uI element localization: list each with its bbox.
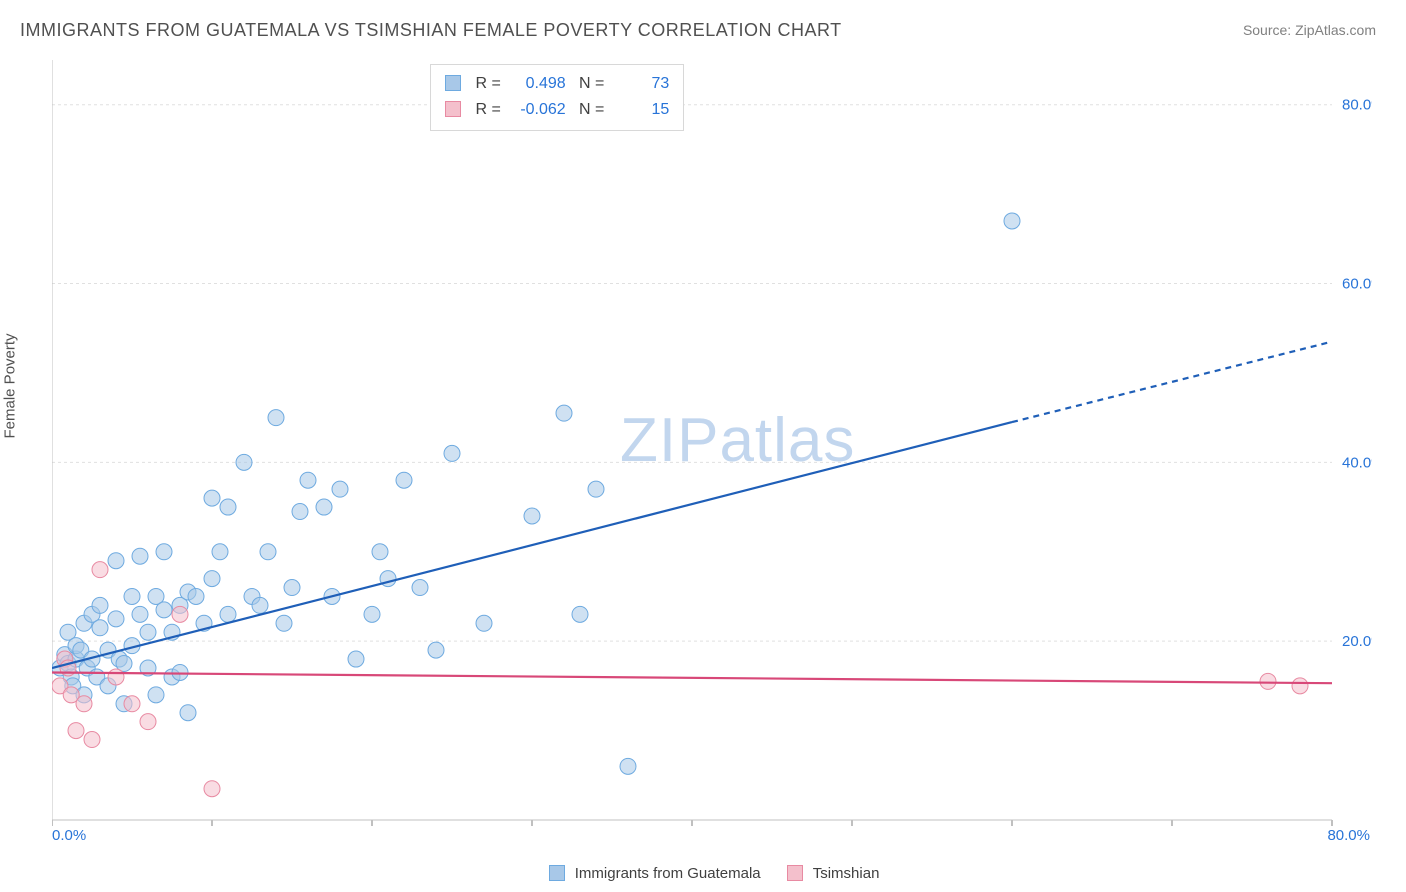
svg-text:0.0%: 0.0% xyxy=(52,827,86,840)
correlation-legend: R = 0.498 N = 73 R = -0.062 N = 15 xyxy=(430,64,684,131)
r-value: 0.498 xyxy=(510,71,566,97)
svg-text:80.0%: 80.0% xyxy=(1342,97,1372,114)
scatter-plot: 20.0% 40.0% 60.0% 80.0% 0.0% 80.0% xyxy=(52,60,1372,840)
svg-text:40.0%: 40.0% xyxy=(1342,454,1372,471)
legend-swatch-icon xyxy=(549,865,565,881)
svg-text:80.0%: 80.0% xyxy=(1327,827,1370,840)
y-axis-label: Female Poverty xyxy=(2,333,19,438)
legend-swatch-icon xyxy=(445,101,461,117)
legend-row-2: R = -0.062 N = 15 xyxy=(445,97,669,123)
n-value: 73 xyxy=(613,71,669,97)
svg-text:60.0%: 60.0% xyxy=(1342,276,1372,293)
svg-text:20.0%: 20.0% xyxy=(1342,633,1372,650)
r-value: -0.062 xyxy=(510,97,566,123)
legend-row-1: R = 0.498 N = 73 xyxy=(445,71,669,97)
series-legend: Immigrants from Guatemala Tsimshian xyxy=(0,865,1406,882)
legend-swatch-icon xyxy=(787,865,803,881)
legend-swatch-icon xyxy=(445,75,461,91)
source-attribution: Source: ZipAtlas.com xyxy=(1243,22,1376,38)
legend-label: Immigrants from Guatemala xyxy=(575,865,761,882)
chart-title: IMMIGRANTS FROM GUATEMALA VS TSIMSHIAN F… xyxy=(20,20,842,41)
legend-label: Tsimshian xyxy=(813,865,880,882)
n-value: 15 xyxy=(613,97,669,123)
